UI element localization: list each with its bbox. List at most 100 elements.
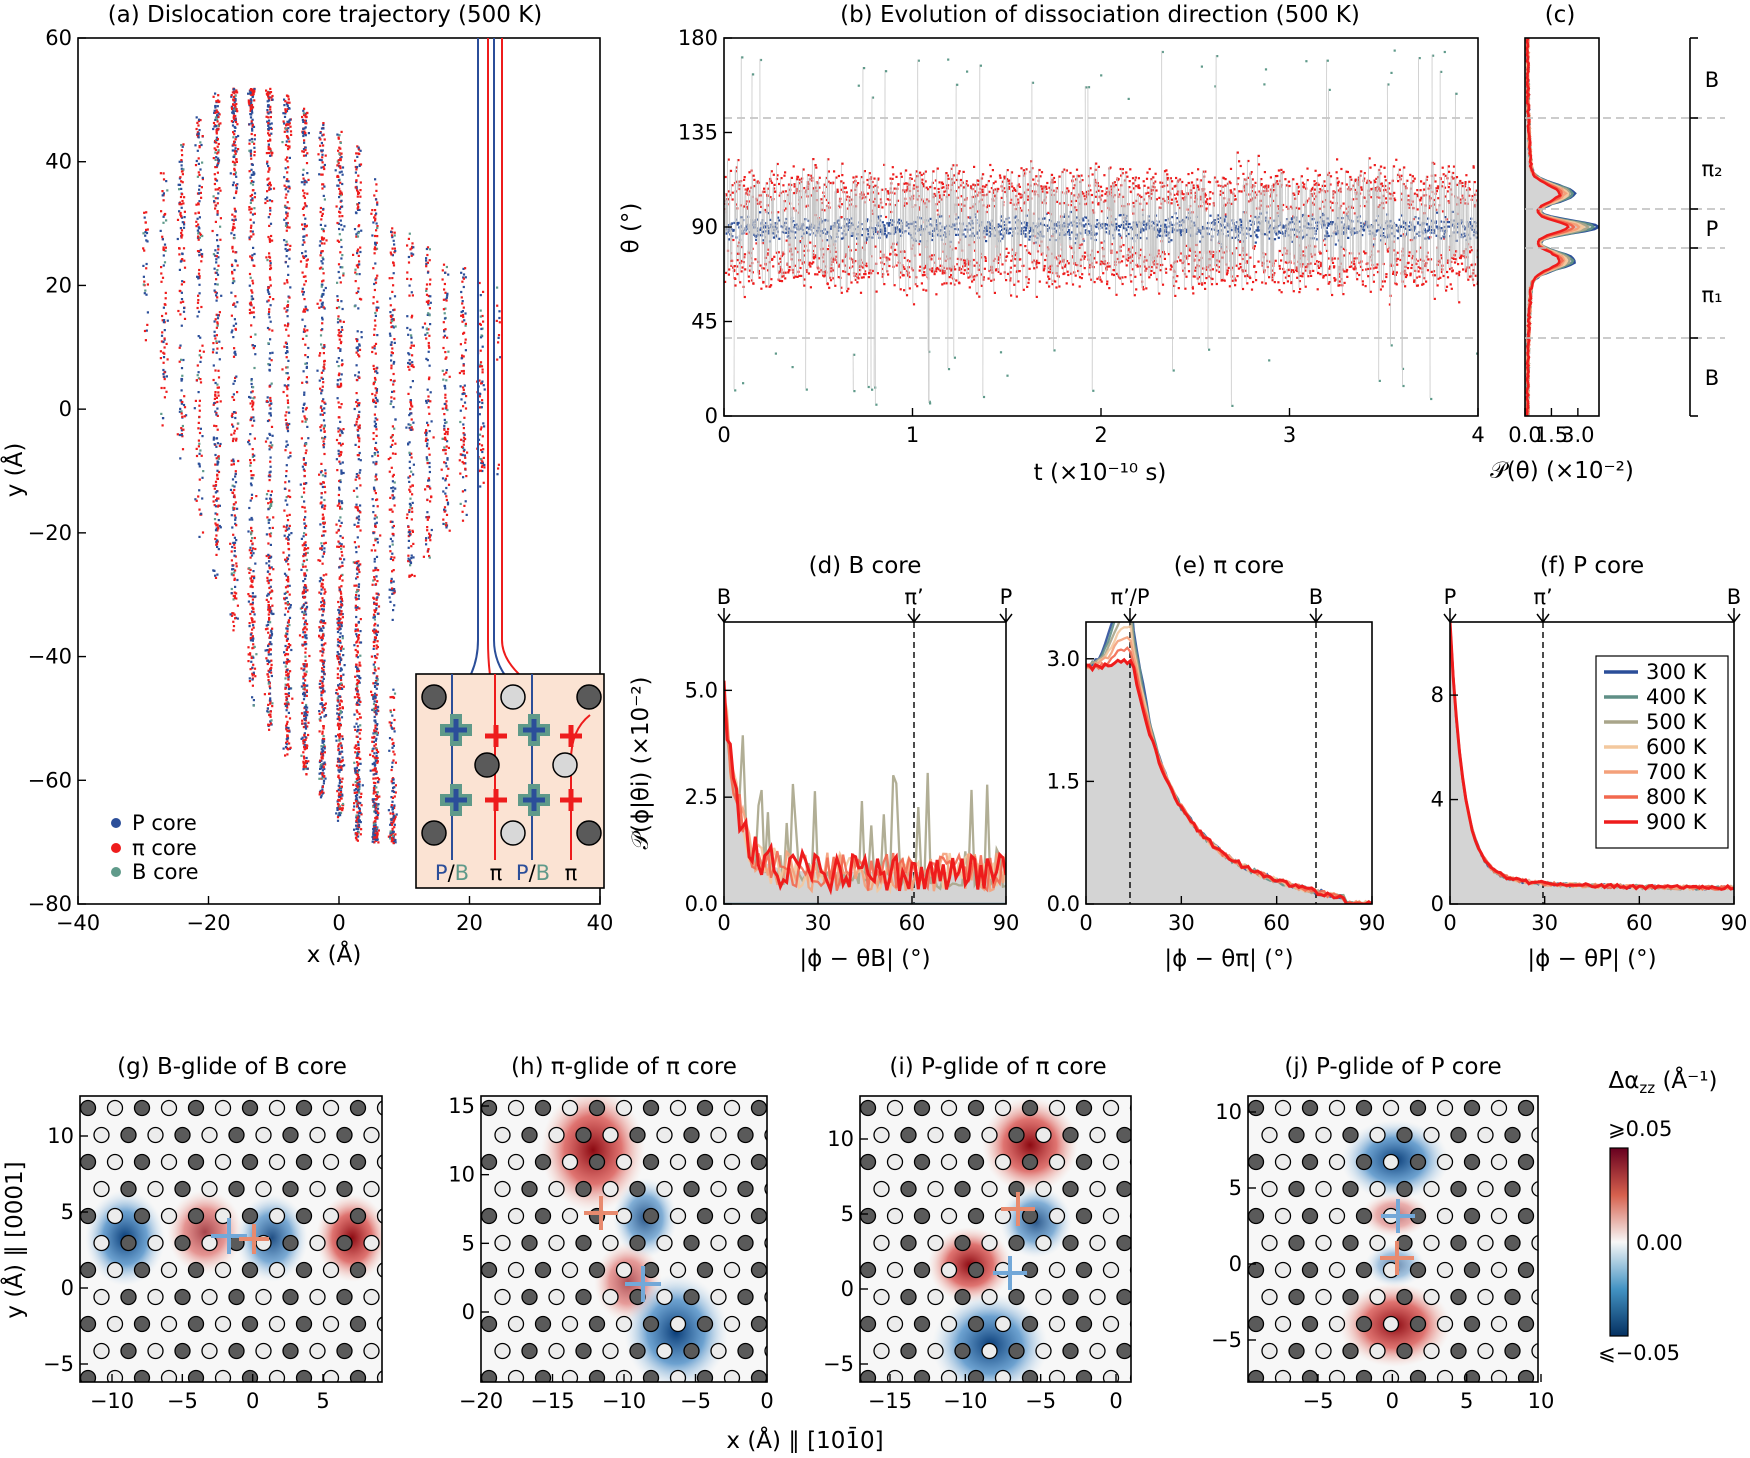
trajectory-point [355,615,358,619]
trajectory-point [302,120,305,123]
trajectory-point [338,808,341,811]
trajectory-point [288,187,291,190]
trajectory-point [284,449,287,452]
trajectory-point [461,280,464,283]
trajectory-point [392,533,395,536]
trajectory-point [393,708,396,711]
trajectory-point [337,748,340,752]
trajectory-point [250,120,253,123]
trajectory-point [335,531,338,534]
trajectory-point [216,523,219,526]
trajectory-point [375,772,378,775]
trajectory-point [201,135,204,138]
trajectory-point [214,576,218,579]
trajectory-point [201,161,204,164]
trajectory-point [427,350,430,353]
trajectory-point [410,554,413,557]
trajectory-point [353,424,357,427]
trajectory-point [250,138,253,141]
trajectory-point [231,160,235,163]
trajectory-point [319,210,322,214]
trajectory-point [322,144,325,147]
trajectory-point [340,238,343,241]
trajectory-point [373,413,376,416]
trajectory-point [266,109,269,112]
trajectory-point [496,473,499,476]
trajectory-point [302,664,306,667]
trajectory-point [216,118,219,121]
trajectory-point [289,746,292,749]
trajectory-point [304,516,307,519]
trajectory-point [235,158,238,161]
trajectory-point [234,470,237,473]
trajectory-point [392,688,395,691]
trajectory-point [359,641,363,644]
trajectory-point [393,231,396,234]
trajectory-point [374,817,377,820]
trajectory-point [290,133,293,136]
trajectory-point [340,543,343,546]
trajectory-point [357,568,360,571]
trajectory-point [321,680,324,683]
trajectory-point [358,344,361,347]
trajectory-point [388,588,391,591]
trajectory-point [304,765,307,768]
trajectory-point [411,314,414,317]
trajectory-point [181,193,184,196]
trajectory-point [248,139,251,142]
trajectory-point [284,529,287,532]
trajectory-point [376,645,379,649]
trajectory-point [335,523,338,526]
trajectory-point [422,555,425,558]
trajectory-point [337,708,340,711]
trajectory-point [408,575,411,578]
trajectory-point [355,816,358,819]
trajectory-point [390,234,394,237]
trajectory-point [212,500,215,503]
trajectory-point [391,714,394,717]
trajectory-point [321,586,325,589]
trajectory-point [234,99,237,102]
trajectory-point [269,116,272,119]
trajectory-point [356,536,359,539]
trajectory-point [336,295,339,298]
trajectory-point [427,548,430,551]
trajectory-point [320,285,323,288]
trajectory-point [269,722,272,725]
trajectory-point [233,226,236,229]
trajectory-point [232,280,235,283]
trajectory-point [321,789,324,792]
trajectory-point [409,506,412,509]
trajectory-point [232,250,235,253]
trajectory-point [232,594,235,597]
trajectory-point [249,91,252,94]
trajectory-point [340,716,344,719]
trajectory-point [390,341,393,344]
trajectory-point [318,634,321,637]
trajectory-point [284,143,288,147]
trajectory-point [356,769,359,772]
trajectory-point [319,523,322,526]
trajectory-point [481,450,484,454]
trajectory-point [375,732,378,735]
trajectory-point [266,196,269,199]
trajectory-point [199,141,202,144]
trajectory-point [283,509,286,512]
trajectory-point [424,539,428,542]
trajectory-point [301,207,305,210]
trajectory-point [481,314,484,318]
trajectory-point [353,767,356,770]
trajectory-point [358,681,361,684]
trajectory-point [445,495,448,498]
trajectory-point [324,642,327,645]
trajectory-point [338,586,341,589]
trajectory-point [321,613,324,617]
trajectory-point [391,314,394,317]
trajectory-point [319,629,322,632]
trajectory-point [374,479,377,482]
trajectory-point [389,445,392,448]
trajectory-point [356,811,359,814]
trajectory-point [267,644,270,648]
trajectory-point [285,728,288,731]
trajectory-point [193,407,196,410]
